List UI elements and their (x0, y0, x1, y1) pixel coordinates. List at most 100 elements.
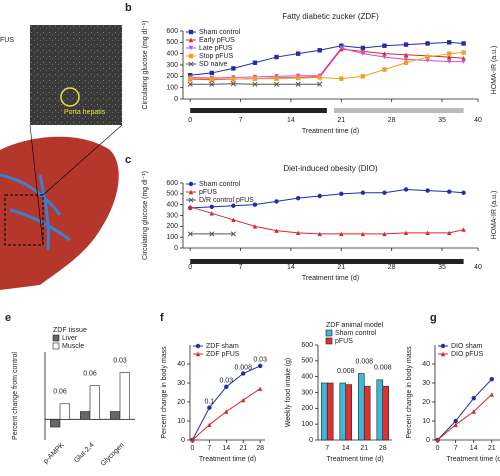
bar (376, 379, 384, 441)
annotation: 0.008 (374, 365, 392, 372)
y-tick-label: 40 (422, 361, 430, 368)
x-tick-label: 7 (454, 445, 458, 452)
legend-swatch (325, 329, 333, 337)
x-tick-label: 7 (207, 445, 211, 452)
marker (273, 81, 280, 87)
y-tick-label: 600 (301, 342, 313, 349)
marker (403, 60, 409, 65)
y-tick-label: 400 (166, 51, 178, 58)
x-tick-label: 0 (188, 264, 192, 271)
marker (188, 37, 194, 43)
marker (241, 371, 246, 376)
marker (447, 189, 452, 194)
y-tick-label: 30 (422, 380, 430, 387)
panel-label: g (430, 312, 437, 324)
marker (382, 43, 387, 48)
x-tick-label: 0 (436, 445, 440, 452)
target-circle (60, 87, 80, 107)
marker (231, 66, 236, 71)
marker (360, 51, 366, 56)
legend-label: DIO pFUS (451, 351, 484, 358)
marker (188, 189, 194, 195)
marker (382, 190, 387, 195)
marker (209, 70, 214, 76)
y-axis-label: Percent change from control (12, 352, 19, 440)
x-tick-label: 14 (222, 445, 230, 452)
marker (188, 45, 194, 51)
y-tick-label: 0 (309, 437, 313, 444)
marker (339, 231, 344, 237)
legend-label: DIO sham (451, 343, 483, 350)
panel-label: f (160, 312, 164, 324)
y-tick-label: 0 (174, 96, 178, 103)
marker (252, 76, 258, 81)
marker (230, 231, 236, 237)
y-tick-label: 300 (166, 62, 178, 69)
x-tick-label: 7 (239, 117, 243, 124)
legend-label: pFUS (199, 189, 217, 196)
marker (461, 190, 466, 195)
x-tick-label: Glut-2,4 (73, 442, 96, 465)
marker (209, 204, 214, 210)
legend-title: ZDF tissue (53, 327, 87, 334)
bar (339, 382, 347, 441)
annotation: 0.06 (83, 370, 97, 377)
y-tick-label: 600 (166, 28, 178, 35)
x-tick-label: 40 (474, 264, 482, 271)
legend-label: Sham control (199, 181, 241, 188)
x-tick-label: 28 (388, 117, 396, 124)
x-tick-label: 21 (239, 445, 247, 452)
legend-label: ZDF pFUS (206, 351, 240, 358)
y-tick-label: 100 (301, 421, 313, 428)
marker (425, 41, 430, 46)
marker (435, 437, 440, 443)
marker (489, 392, 494, 397)
marker (461, 59, 466, 64)
y-tick-label: 500 (166, 191, 178, 198)
legend-swatch (325, 337, 333, 345)
legend-label: Muscle (62, 343, 84, 350)
series-line (437, 378, 493, 441)
marker (360, 231, 366, 237)
y-tick-label: 200 (301, 405, 313, 412)
bar (321, 382, 328, 441)
illustration: FUS Porta hepatis HOMA-IR (a.u.) HOMA-IR… (0, 25, 498, 290)
y-tick-label: 10 (422, 418, 430, 425)
marker (295, 195, 301, 201)
marker (188, 197, 194, 203)
marker (403, 52, 409, 57)
x-tick-label: 7 (325, 445, 329, 452)
y-axis-label: Weekly food intake (g) (285, 358, 292, 428)
marker (382, 67, 387, 72)
legend-label: pFUS (335, 338, 353, 345)
legend-label: Late pFUS (199, 45, 233, 52)
marker (188, 53, 194, 59)
x-axis-label: Treatment time (d) (302, 275, 359, 282)
x-tick-label: 28 (379, 445, 387, 452)
x-tick-label: 14 (287, 117, 295, 124)
x-tick-label: Glycogen (100, 442, 126, 468)
marker (447, 230, 452, 236)
annotation: 0.06 (53, 389, 67, 396)
cut-axis-label: HOMA-IR (a.u.) (491, 46, 498, 95)
series-line (190, 206, 464, 235)
marker (461, 50, 466, 55)
marker (461, 56, 466, 61)
marker (209, 231, 215, 237)
marker (447, 59, 452, 64)
bar (326, 382, 334, 441)
y-tick-label: 600 (166, 180, 178, 187)
marker (252, 81, 258, 87)
marker (195, 351, 201, 357)
marker (489, 377, 494, 382)
marker (339, 191, 344, 197)
legend-label: SD naive (199, 61, 228, 68)
marker (440, 351, 446, 357)
y-tick-label: 400 (301, 374, 313, 381)
marker (447, 40, 452, 45)
y-tick-label: 400 (166, 202, 178, 209)
bar (358, 373, 365, 441)
marker (382, 54, 387, 60)
marker (188, 181, 194, 187)
